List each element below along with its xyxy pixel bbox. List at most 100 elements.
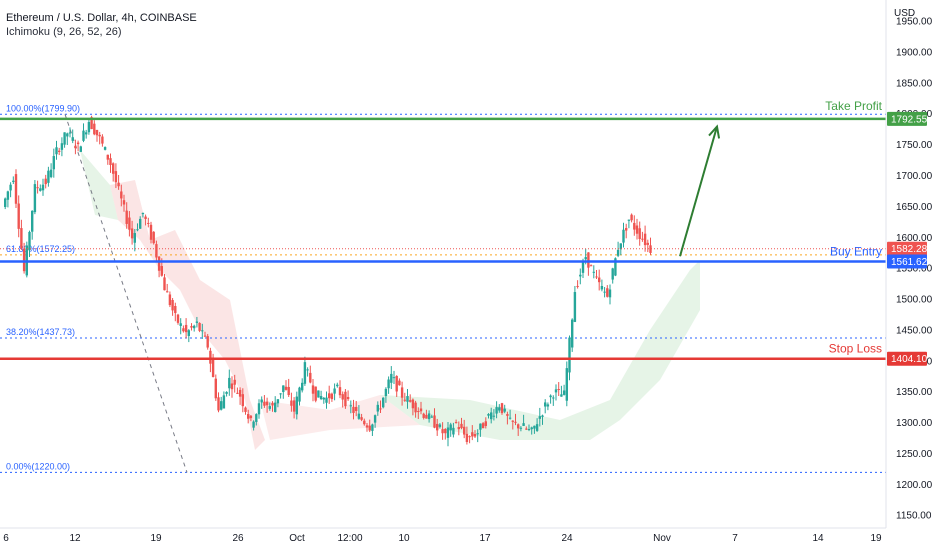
candle-body (492, 415, 496, 417)
candle-body (341, 394, 344, 400)
price-tick-label: 1200.00 (896, 480, 932, 491)
candle-body (155, 244, 158, 258)
candle-body (417, 411, 420, 413)
candle-body (452, 427, 455, 435)
candle-body (595, 276, 598, 278)
candle-body (217, 397, 220, 411)
time-tick-label: 19 (150, 533, 162, 544)
candle-body (622, 229, 625, 243)
time-tick-label: Nov (653, 533, 671, 544)
candle-body (147, 222, 150, 224)
candle-body (228, 377, 231, 389)
candle-body (106, 154, 109, 160)
candle-body (144, 216, 147, 220)
candle-body (268, 406, 271, 409)
candle-body (279, 393, 282, 395)
candle-body (552, 397, 555, 399)
candle-body (125, 210, 128, 224)
candle-body (614, 258, 617, 276)
candle-body (641, 238, 644, 240)
candle-body (568, 337, 571, 373)
chart-title: Ethereum / U.S. Dollar, 4h, COINBASE (6, 12, 197, 24)
candle-body (460, 423, 463, 429)
candle-body (76, 142, 80, 145)
candle-body (12, 180, 15, 182)
stop-loss-tag: 1404.10 (887, 351, 928, 366)
candle-body (225, 391, 228, 394)
price-tick-label: 1500.00 (896, 295, 932, 306)
candle-body (438, 424, 442, 427)
buy-entry-tag-text: 1561.62 (891, 257, 928, 268)
candle-body (635, 225, 639, 234)
candle-body (230, 383, 234, 390)
indicator-legend[interactable]: Ichimoku (9, 26, 52, 26) (6, 26, 122, 38)
candle-body (392, 377, 396, 379)
candle-body (425, 414, 428, 419)
fib-level-label: 38.20%(1437.73) (6, 327, 75, 337)
candle-body (398, 380, 401, 386)
candle-body (517, 424, 520, 429)
candle-body (168, 294, 172, 306)
candle-body (611, 268, 614, 280)
candle-body (600, 286, 604, 290)
price-tick-label: 1150.00 (896, 511, 932, 522)
candle-body (360, 417, 363, 420)
candle-body (619, 243, 622, 250)
candle-body (487, 413, 490, 416)
candle-body (63, 132, 66, 145)
price-tick-label: 1350.00 (896, 387, 932, 398)
candle-body (322, 397, 325, 400)
candle-body (190, 326, 193, 328)
candle-body (433, 415, 436, 428)
price-tick-label: 1900.00 (896, 47, 932, 58)
candle-body (82, 130, 85, 141)
candle-body (373, 415, 377, 423)
candle-body (149, 224, 153, 240)
candle-body (592, 271, 595, 273)
candle-body (541, 415, 544, 417)
time-tick-label: 19 (870, 533, 882, 544)
candle-body (606, 288, 609, 297)
candle-body (344, 391, 347, 407)
candle-body (184, 324, 188, 333)
candle-body (122, 200, 126, 205)
candle-body (403, 399, 406, 401)
price-tick-label: 1650.00 (896, 202, 932, 213)
buy-entry-tag-bg (887, 254, 927, 269)
candle-body (379, 408, 382, 410)
time-axis[interactable]: 6 12 19 26 Oct 12:00 10 17 24 Nov 7 14 19 (0, 527, 886, 544)
candle-body (93, 123, 96, 135)
candle-body (587, 252, 590, 268)
candle-body (633, 222, 636, 230)
candle-body (247, 414, 250, 419)
candle-body (87, 122, 91, 133)
candle-body (498, 407, 501, 411)
take-profit-tag-text: 1792.55 (891, 114, 928, 125)
candle-body (603, 291, 606, 293)
candle-body (39, 188, 42, 191)
candle-body (276, 399, 280, 404)
candle-body (549, 395, 552, 398)
stop-loss-label: Stop Loss (829, 342, 882, 356)
time-tick-label: 24 (561, 533, 573, 544)
candle-body (449, 424, 452, 431)
candle-body (500, 403, 504, 414)
candle-body (490, 412, 493, 420)
candle-body (166, 291, 169, 293)
candle-body (301, 382, 304, 391)
candle-body (584, 257, 587, 260)
time-tick-label: 17 (479, 533, 491, 544)
candle-body (171, 300, 174, 311)
time-tick-label: 10 (398, 533, 410, 544)
candle-body (257, 403, 261, 415)
fib-level-label: 61.80%(1572.25) (6, 244, 75, 254)
candle-body (176, 314, 180, 323)
candle-body (522, 423, 525, 426)
candle-body (627, 219, 631, 221)
candle-body (560, 394, 563, 397)
candle-body (163, 277, 166, 291)
price-tick-label: 1850.00 (896, 78, 932, 89)
time-tick-label: 7 (732, 533, 738, 544)
